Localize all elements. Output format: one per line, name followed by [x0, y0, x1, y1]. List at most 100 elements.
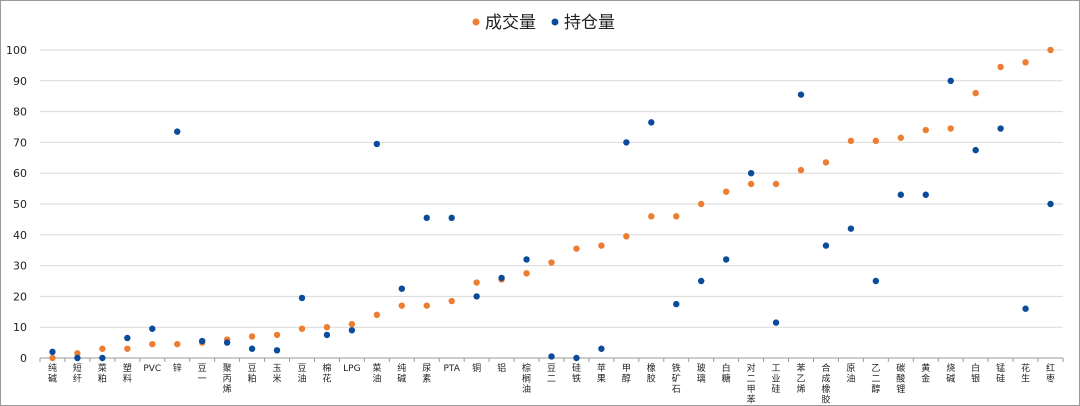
x-tick-label: 菜粕 [98, 362, 107, 385]
open-interest-point [473, 293, 480, 300]
trading-volume-point [598, 242, 605, 249]
open-interest-point [223, 339, 231, 346]
open-interest-point [248, 345, 256, 352]
open-interest-point [174, 128, 181, 135]
series-points [49, 46, 1054, 362]
open-interest-point [722, 256, 730, 263]
y-tick-label: 40 [13, 229, 27, 242]
x-tick-label: 工业硅 [772, 364, 781, 395]
x-tick-label: 锰硅 [996, 362, 1005, 385]
open-interest-point [623, 139, 630, 146]
x-tick-label: 白银 [971, 362, 980, 385]
trading-volume-point [897, 134, 905, 141]
legend-label-trading: 成交量 [485, 13, 536, 33]
open-interest-point [897, 191, 905, 198]
x-tick-label: 原油 [846, 363, 855, 385]
open-interest-point [972, 146, 979, 154]
open-interest-point [797, 91, 805, 98]
x-tick-label: 豆一 [198, 363, 207, 385]
open-interest-point [947, 77, 954, 85]
x-tick-label: 豆油 [297, 363, 306, 385]
trading-volume-point [423, 302, 430, 309]
open-interest-point [847, 225, 855, 232]
trading-volume-point [149, 340, 156, 348]
y-tick-label: 80 [13, 106, 27, 119]
x-tick-label: 纯碱 [397, 362, 406, 385]
trading-volume-point [872, 137, 880, 145]
open-interest-point [747, 170, 755, 177]
trading-volume-point [124, 345, 131, 352]
trading-volume-point [248, 333, 256, 340]
series-trading-volume [49, 46, 1054, 362]
open-interest-point [598, 345, 605, 352]
open-interest-point [273, 347, 281, 354]
x-tick-label: 苹果 [597, 362, 606, 385]
trading-volume-point [947, 125, 954, 132]
x-axis-ticks: 纯碱短纤菜粕塑料PVC 锌豆一聚丙烯豆粕玉米豆油棉花LPG 菜油纯碱尿素PTA 铜铝棕… [39, 358, 1064, 406]
y-tick-label: 30 [13, 260, 27, 273]
legend-label-position: 持仓量 [564, 13, 615, 33]
x-tick-label: 尿素 [422, 363, 431, 385]
x-tick-label: 橡胶 [647, 362, 656, 385]
trading-volume-point [797, 166, 805, 174]
x-tick-label: 苯乙烯 [797, 362, 806, 395]
open-interest-point [49, 348, 56, 356]
trading-volume-point [722, 188, 730, 195]
trading-volume-point [323, 324, 331, 331]
trading-volume-point [99, 345, 106, 352]
trading-volume-point [1022, 59, 1029, 66]
trading-volume-point [747, 180, 755, 188]
trading-volume-point [1047, 46, 1054, 54]
legend-marker-position [551, 18, 559, 26]
x-tick-label: 豆二 [547, 363, 556, 385]
x-tick-label: 烧碱 [946, 362, 955, 385]
trading-volume-point [847, 137, 855, 145]
open-interest-point [398, 285, 405, 292]
open-interest-point [448, 214, 455, 222]
x-tick-label: 碳酸锂 [896, 362, 905, 395]
x-tick-label: 锌 [173, 362, 182, 374]
trading-volume-point [922, 126, 929, 134]
open-interest-point [573, 354, 580, 362]
x-tick-label: 短纤 [73, 362, 82, 385]
open-interest-point [99, 354, 106, 362]
x-tick-label: PTA [443, 364, 460, 374]
trading-volume-point [648, 213, 655, 220]
open-interest-point [1022, 305, 1029, 312]
open-interest-point [124, 334, 131, 342]
x-tick-label: 纯碱 [48, 362, 57, 385]
open-interest-point [997, 125, 1004, 132]
trading-volume-point [772, 180, 780, 188]
series-open-interest [49, 77, 1054, 362]
open-interest-point [298, 294, 306, 302]
gridlines [40, 49, 1063, 359]
x-tick-label: 菜油 [372, 362, 381, 385]
x-tick-label: 塑料 [123, 363, 132, 385]
trading-volume-point [273, 331, 281, 339]
y-tick-label: 70 [13, 136, 27, 149]
x-tick-label: 棕榈油 [522, 362, 531, 395]
x-tick-label: 聚丙烯 [223, 363, 232, 395]
open-interest-point [648, 119, 655, 126]
open-interest-point [74, 354, 81, 362]
trading-volume-point [348, 320, 356, 328]
open-interest-point [198, 337, 206, 345]
trading-volume-point [473, 279, 480, 286]
x-tick-label: 红枣 [1046, 362, 1055, 385]
x-tick-label: 花生 [1021, 362, 1030, 385]
x-tick-label: 玉米 [273, 363, 282, 385]
x-tick-label: 白糖 [722, 362, 731, 385]
open-interest-point [1047, 200, 1054, 208]
trading-volume-point [573, 245, 580, 252]
x-tick-label: 硅铁 [572, 362, 581, 385]
y-tick-label: 0 [20, 352, 27, 365]
y-tick-label: 20 [13, 290, 27, 303]
trading-volume-point [972, 89, 979, 97]
y-tick-label: 50 [13, 198, 27, 211]
trading-volume-point [673, 213, 680, 220]
x-tick-label: 黄金 [921, 362, 930, 385]
x-tick-label: 甲醇 [622, 363, 631, 385]
trading-volume-point [698, 200, 705, 208]
open-interest-point [373, 140, 381, 148]
